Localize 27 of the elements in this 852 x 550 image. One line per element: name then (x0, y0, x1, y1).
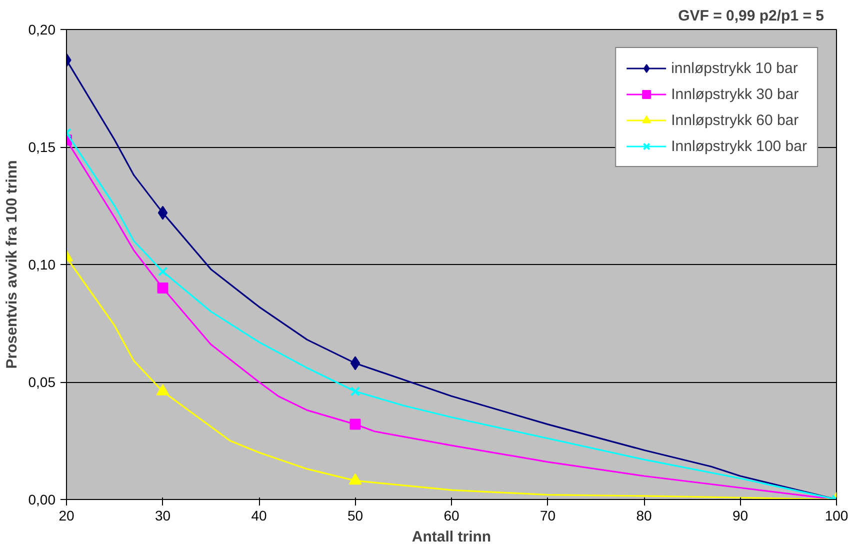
x-tick-label: 40 (251, 508, 267, 524)
x-tick-label: 100 (824, 508, 848, 524)
y-tick-label: 0,05 (28, 374, 56, 390)
x-tick-label: 90 (732, 508, 748, 524)
y-axis-title: Prosentvis avvik fra 100 trinn (3, 160, 20, 369)
x-axis-title: Antall trinn (412, 528, 492, 546)
point (158, 206, 168, 220)
point (157, 282, 168, 294)
chart-title: GVF = 0,99 p2/p1 = 5 (678, 8, 824, 24)
x-tick-label: 50 (347, 508, 364, 524)
legend-label: Innløpstrykk 60 bar (671, 112, 799, 128)
point (350, 418, 361, 430)
point (350, 356, 360, 370)
y-tick-label: 0,15 (28, 139, 56, 155)
legend-label: Innløpstrykk 100 bar (671, 138, 807, 154)
point (348, 473, 362, 485)
point (156, 384, 170, 396)
y-tick-label: 0,10 (28, 256, 56, 272)
legend-label: Innløpstrykk 30 bar (671, 86, 799, 102)
x-tick-label: 80 (636, 508, 652, 524)
x-tick-label: 30 (154, 508, 171, 524)
y-tick-label: 0,20 (28, 22, 56, 38)
x-tick-label: 20 (58, 508, 74, 524)
x-tick-label: 70 (540, 508, 556, 524)
x-tick-label: 60 (444, 508, 460, 524)
legend-label: innløpstrykk 10 bar (671, 60, 798, 76)
y-tick-label: 0,00 (28, 492, 56, 508)
